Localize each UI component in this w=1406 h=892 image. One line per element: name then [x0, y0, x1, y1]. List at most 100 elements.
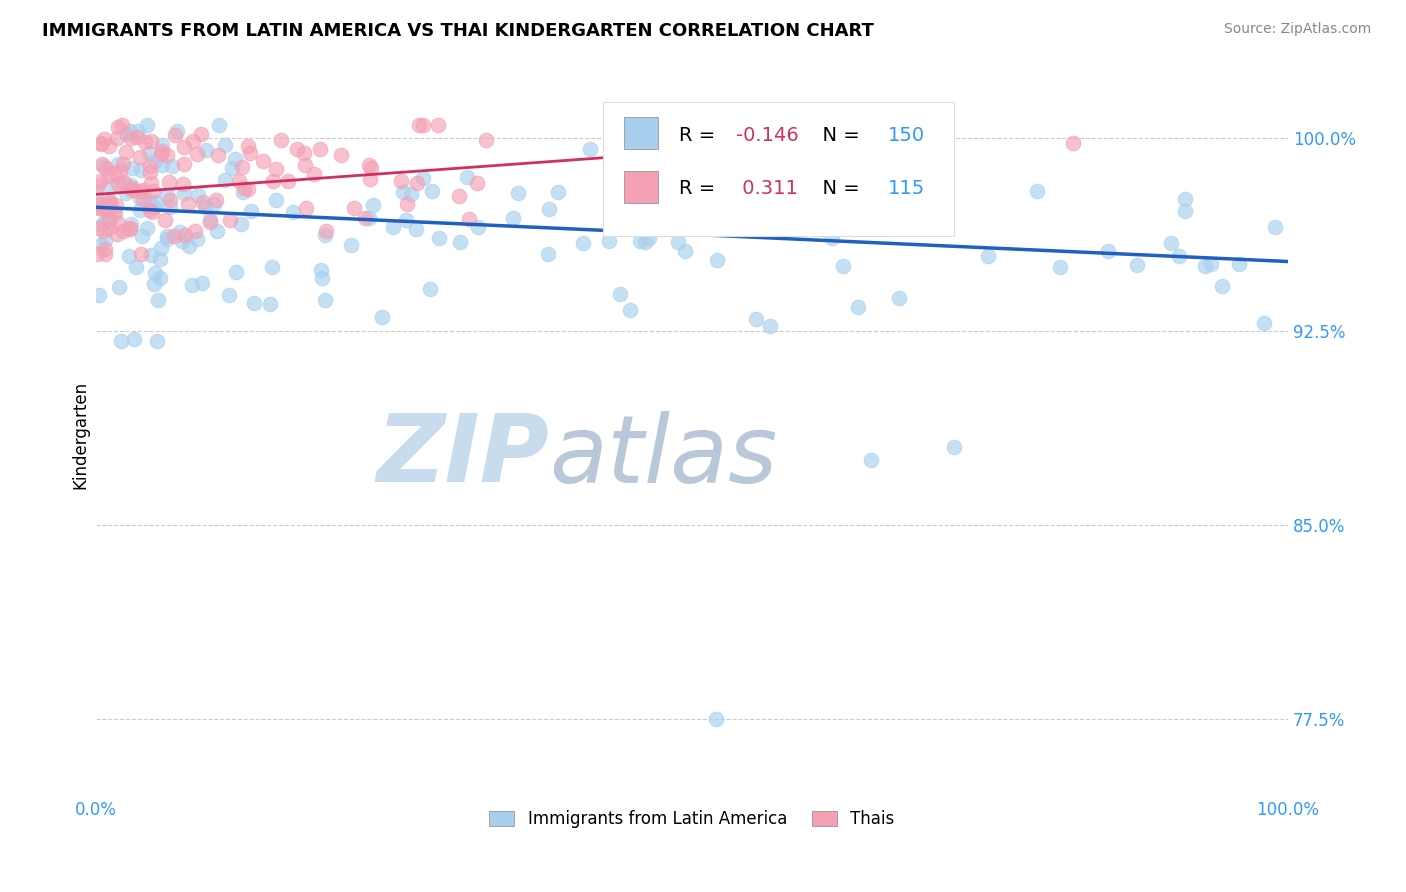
Point	[343, 202, 366, 216]
Point	[104, 198, 127, 212]
Text: R =: R =	[679, 179, 721, 198]
Point	[120, 124, 142, 138]
Point	[673, 244, 696, 258]
Point	[86, 185, 108, 199]
Point	[426, 118, 449, 132]
Point	[420, 184, 443, 198]
Point	[98, 220, 121, 235]
Point	[163, 228, 186, 243]
Point	[121, 183, 143, 197]
Point	[202, 197, 225, 211]
Point	[139, 159, 162, 173]
Point	[1160, 235, 1182, 250]
Point	[214, 138, 236, 153]
Point	[506, 186, 529, 200]
Point	[285, 142, 308, 156]
Point	[412, 171, 434, 186]
Point	[311, 270, 333, 285]
Point	[122, 332, 145, 346]
Point	[132, 183, 155, 197]
Point	[152, 158, 174, 172]
Point	[87, 288, 110, 302]
Point	[128, 184, 150, 198]
Point	[87, 221, 110, 235]
Point	[150, 138, 173, 153]
Point	[399, 187, 422, 202]
Point	[294, 158, 316, 172]
FancyBboxPatch shape	[603, 102, 955, 235]
Point	[775, 163, 797, 178]
Point	[260, 260, 283, 274]
Point	[218, 288, 240, 302]
Point	[846, 300, 869, 314]
Point	[112, 224, 135, 238]
Point	[340, 238, 363, 252]
Point	[93, 224, 115, 238]
Point	[166, 124, 188, 138]
Point	[107, 178, 129, 192]
Point	[98, 211, 121, 226]
Point	[183, 224, 205, 238]
Point	[262, 174, 284, 188]
Point	[1264, 219, 1286, 234]
Point	[94, 233, 117, 247]
Point	[98, 211, 121, 226]
Point	[93, 132, 115, 146]
Point	[831, 174, 853, 188]
Point	[264, 161, 287, 176]
Point	[207, 224, 229, 238]
Point	[177, 239, 200, 253]
Point	[174, 227, 197, 242]
Point	[214, 173, 236, 187]
Point	[359, 158, 381, 172]
Point	[449, 235, 471, 250]
Point	[172, 177, 194, 191]
Point	[502, 211, 524, 225]
Point	[156, 148, 179, 162]
Point	[139, 134, 162, 148]
Point	[634, 235, 657, 250]
Point	[449, 189, 471, 203]
Point	[302, 167, 325, 181]
Point	[86, 178, 108, 193]
Y-axis label: Kindergarten: Kindergarten	[72, 381, 89, 489]
Point	[191, 194, 214, 209]
Text: N =: N =	[810, 127, 866, 145]
Point	[107, 157, 129, 171]
Point	[149, 271, 172, 285]
Point	[765, 194, 787, 208]
Point	[606, 217, 628, 231]
Point	[395, 197, 418, 211]
Point	[138, 165, 160, 179]
Point	[181, 134, 204, 148]
Point	[110, 334, 132, 348]
Point	[108, 164, 131, 178]
Point	[90, 238, 112, 252]
Point	[105, 227, 128, 242]
Point	[152, 145, 174, 159]
Point	[412, 118, 434, 132]
Point	[127, 124, 149, 138]
Point	[120, 217, 142, 231]
Point	[142, 184, 165, 198]
Point	[90, 136, 112, 151]
Point	[136, 220, 159, 235]
Point	[314, 228, 336, 243]
Point	[187, 187, 209, 202]
Point	[105, 131, 128, 145]
Point	[97, 193, 120, 207]
Point	[173, 140, 195, 154]
Point	[159, 193, 181, 207]
Point	[194, 143, 217, 157]
Point	[128, 191, 150, 205]
Point	[221, 161, 243, 176]
Point	[1026, 184, 1049, 198]
Point	[1097, 244, 1119, 258]
Point	[609, 286, 631, 301]
Point	[239, 145, 262, 160]
Point	[96, 198, 118, 212]
Point	[139, 177, 162, 191]
Point	[456, 169, 478, 184]
Point	[107, 216, 129, 230]
Point	[225, 265, 247, 279]
